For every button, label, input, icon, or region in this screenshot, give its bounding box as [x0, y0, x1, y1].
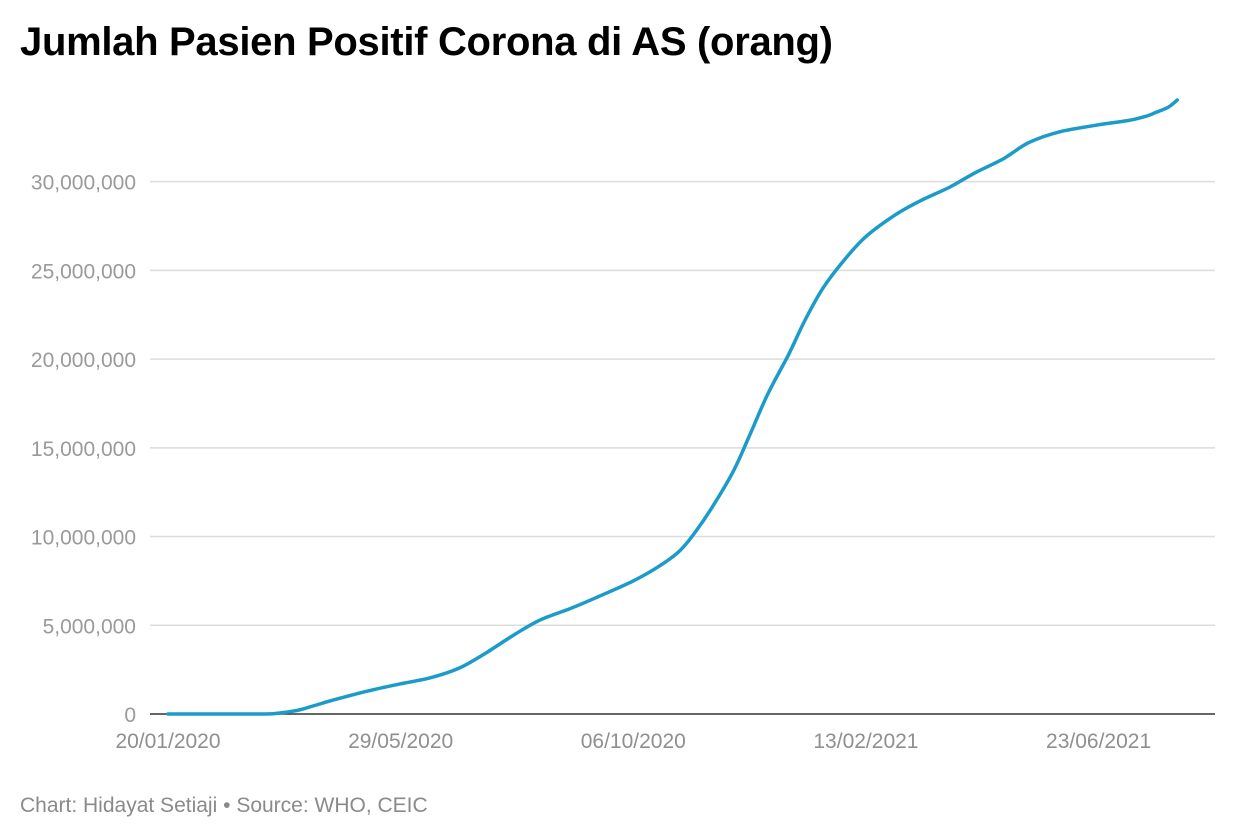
- y-tick-label: 5,000,000: [43, 615, 136, 638]
- chart-title: Jumlah Pasien Positif Corona di AS (oran…: [20, 20, 833, 64]
- x-tick-label: 13/02/2021: [813, 730, 918, 753]
- x-tick-label: 23/06/2021: [1046, 730, 1151, 753]
- gridlines: [150, 180, 1215, 627]
- y-axis-labels: 0 5,000,000 10,000,000 15,000,000 20,000,000…: [31, 172, 136, 727]
- x-tick-label: 29/05/2020: [348, 730, 453, 753]
- x-tick-label: 20/01/2020: [115, 730, 220, 753]
- chart-credit: Chart: Hidayat Setiaji: [20, 794, 218, 817]
- chart-footer: Chart: Hidayat Setiaji • Source: WHO, CE…: [20, 794, 428, 818]
- y-tick-label: 10,000,000: [31, 527, 136, 550]
- chart-source: Source: WHO, CEIC: [236, 794, 428, 817]
- x-tick-label: 06/10/2020: [581, 730, 686, 753]
- footer-separator: •: [223, 794, 231, 817]
- y-tick-label: 25,000,000: [31, 260, 136, 283]
- y-tick-label: 15,000,000: [31, 438, 136, 461]
- series-line: [166, 98, 1180, 716]
- y-tick-label: 20,000,000: [31, 349, 136, 372]
- x-axis-labels: 20/01/2020 29/05/2020 06/10/2020 13/02/2021…: [115, 730, 1151, 753]
- y-tick-label: 0: [124, 704, 136, 727]
- y-tick-label: 30,000,000: [31, 172, 136, 195]
